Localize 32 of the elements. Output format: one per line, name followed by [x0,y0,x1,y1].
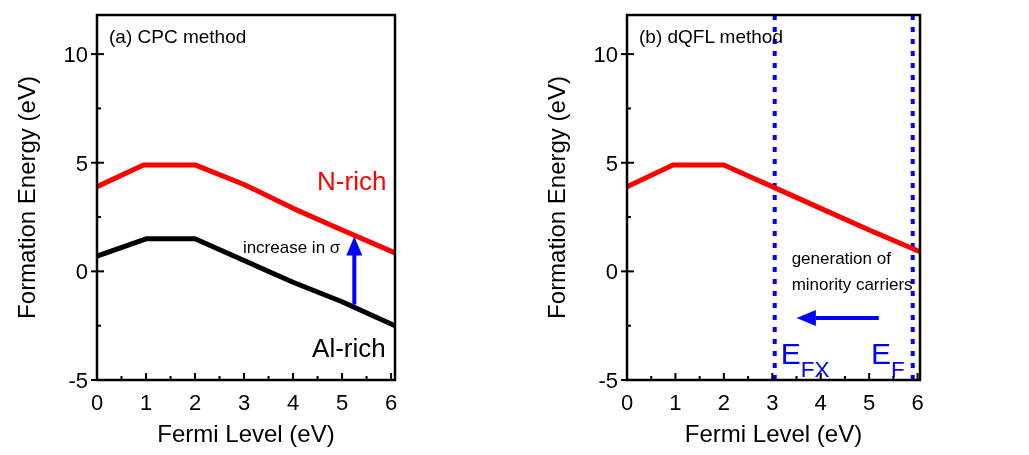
x-tick-label: 3 [237,390,251,415]
ref-line-label: E$_{F}$ [870,337,905,382]
annotation: generation of minority carriers [791,248,913,294]
series-label: N-rich [317,166,387,197]
y-tick-label: 5 [605,150,618,176]
y-tick-label: -5 [68,368,88,393]
annotation: (b) dQFL method [639,26,783,47]
x-tick-label: 1 [139,390,153,415]
ref-line-label: E$_{FX}$ [780,337,830,382]
x-tick-label: 5 [335,390,349,415]
annotation: (a) CPC method [109,26,247,47]
x-tick-label: 4 [814,390,827,415]
annotation: increase in σ [242,237,341,257]
x-axis-title: Fermi Level (eV) [157,420,335,447]
y-axis-title: Formation Energy (eV) [13,76,40,319]
y-axis-title: Formation Energy (eV) [543,76,570,319]
x-tick-label: 1 [669,390,682,415]
y-tick-label: 0 [75,259,88,285]
y-tick-label: 10 [63,42,88,68]
series-label: Al-rich [312,332,386,363]
x-tick-label: 5 [863,390,876,415]
x-tick-label: 2 [717,390,730,415]
y-tick-label: 10 [593,42,618,68]
y-tick-label: 5 [75,150,88,176]
x-tick-label: 3 [766,390,779,415]
x-tick-label: 6 [911,390,924,415]
x-tick-label: 2 [188,390,202,415]
y-tick-label: 0 [605,259,618,285]
x-tick-label: 6 [384,390,398,415]
x-axis-title: Fermi Level (eV) [684,420,863,447]
y-tick-label: -5 [598,368,618,393]
x-tick-label: 4 [286,390,300,415]
